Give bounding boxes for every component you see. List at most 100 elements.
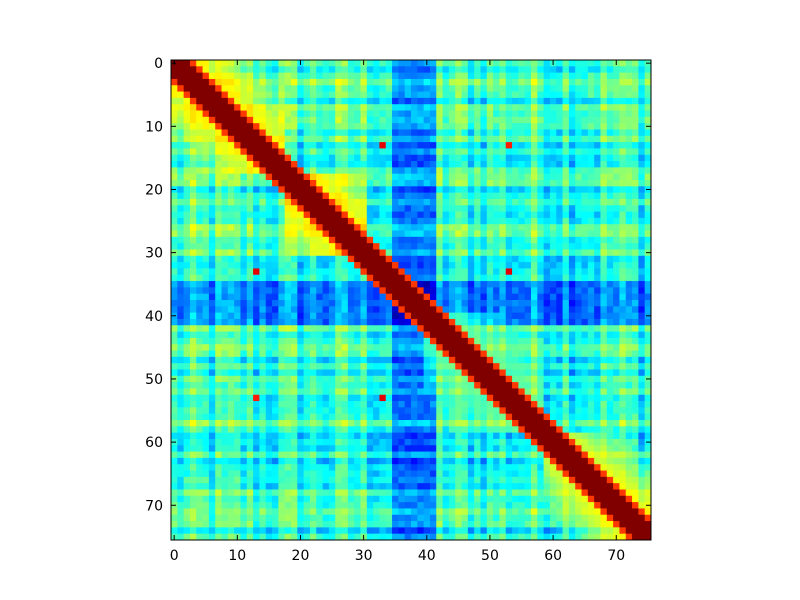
heatmap-cell bbox=[373, 274, 380, 282]
heatmap-cell bbox=[328, 369, 336, 377]
heatmap-cell bbox=[562, 116, 570, 124]
heatmap-cell bbox=[316, 167, 323, 175]
heatmap-cell bbox=[366, 135, 374, 143]
heatmap-cell bbox=[259, 318, 267, 326]
heatmap-cell bbox=[638, 464, 646, 471]
heatmap-cell bbox=[632, 148, 639, 156]
heatmap-cell bbox=[474, 72, 481, 80]
heatmap-cell bbox=[227, 148, 235, 156]
heatmap-cell bbox=[341, 110, 349, 118]
heatmap-cell bbox=[189, 110, 197, 118]
heatmap-cell bbox=[360, 401, 368, 408]
heatmap-cell bbox=[183, 192, 191, 200]
heatmap-cell bbox=[379, 382, 387, 389]
heatmap-cell bbox=[429, 104, 437, 111]
heatmap-cell bbox=[587, 249, 595, 257]
heatmap-cell bbox=[183, 135, 191, 143]
heatmap-cell bbox=[240, 230, 248, 238]
heatmap-cell bbox=[240, 413, 248, 421]
heatmap-cell bbox=[474, 274, 481, 282]
heatmap-cell bbox=[227, 135, 235, 143]
heatmap-cell bbox=[524, 230, 532, 238]
heatmap-cell bbox=[272, 432, 279, 440]
heatmap-cell bbox=[291, 413, 298, 421]
heatmap-cell bbox=[398, 293, 406, 301]
heatmap-cell bbox=[632, 394, 639, 402]
heatmap-cell bbox=[594, 451, 601, 459]
heatmap-cell bbox=[309, 236, 317, 244]
heatmap-cell bbox=[385, 78, 393, 86]
heatmap-cell bbox=[171, 173, 178, 181]
heatmap-cell bbox=[253, 420, 260, 427]
heatmap-cell bbox=[467, 192, 475, 200]
heatmap-cell bbox=[297, 407, 305, 415]
heatmap-cell bbox=[297, 274, 305, 282]
heatmap-cell bbox=[347, 66, 355, 74]
heatmap-cell bbox=[625, 255, 633, 263]
heatmap-cell bbox=[619, 104, 627, 111]
heatmap-cell bbox=[322, 457, 330, 465]
heatmap-cell bbox=[284, 344, 292, 351]
heatmap-cell bbox=[404, 464, 412, 471]
heatmap-cell bbox=[442, 312, 450, 320]
heatmap-cell bbox=[297, 123, 305, 130]
heatmap-cell bbox=[455, 325, 462, 332]
heatmap-cell bbox=[303, 438, 311, 446]
heatmap-cell bbox=[278, 382, 286, 389]
heatmap-cell bbox=[505, 268, 513, 276]
heatmap-cell bbox=[632, 401, 639, 408]
heatmap-cell bbox=[291, 161, 298, 168]
heatmap-cell bbox=[309, 438, 317, 446]
heatmap-cell bbox=[259, 457, 267, 465]
heatmap-cell bbox=[341, 407, 349, 415]
heatmap-cell bbox=[303, 135, 311, 143]
heatmap-cell bbox=[183, 78, 191, 86]
heatmap-cell bbox=[373, 116, 380, 124]
heatmap-cell bbox=[392, 445, 399, 452]
heatmap-cell bbox=[253, 274, 260, 282]
heatmap-cell bbox=[189, 173, 197, 181]
heatmap-cell bbox=[461, 426, 469, 434]
heatmap-cell bbox=[543, 186, 551, 194]
heatmap-cell bbox=[429, 129, 437, 137]
heatmap-cell bbox=[518, 135, 526, 143]
heatmap-cell bbox=[335, 180, 342, 187]
heatmap-cell bbox=[531, 287, 538, 295]
heatmap-cell bbox=[493, 78, 500, 86]
heatmap-cell bbox=[196, 110, 203, 118]
heatmap-cell bbox=[189, 123, 197, 130]
heatmap-cell bbox=[215, 78, 222, 86]
heatmap-cell bbox=[638, 394, 646, 402]
heatmap-cell bbox=[556, 318, 563, 326]
heatmap-cell bbox=[423, 243, 431, 250]
heatmap-cell bbox=[625, 78, 633, 86]
heatmap-cell bbox=[619, 375, 627, 383]
heatmap-cell bbox=[562, 148, 570, 156]
heatmap-cell bbox=[442, 198, 450, 206]
heatmap-cell bbox=[625, 186, 633, 194]
heatmap-cell bbox=[537, 268, 545, 276]
heatmap-cell bbox=[461, 230, 469, 238]
heatmap-cell bbox=[303, 426, 311, 434]
heatmap-cell bbox=[183, 129, 191, 137]
heatmap-cell bbox=[265, 110, 273, 118]
heatmap-cell bbox=[309, 91, 317, 99]
heatmap-cell bbox=[638, 306, 646, 314]
heatmap-cell bbox=[423, 331, 431, 339]
heatmap-cell bbox=[322, 350, 330, 358]
heatmap-cell bbox=[234, 186, 241, 194]
heatmap-cell bbox=[234, 249, 241, 257]
heatmap-cell bbox=[606, 167, 614, 175]
heatmap-cell bbox=[575, 344, 582, 351]
heatmap-cell bbox=[556, 306, 563, 314]
heatmap-cell bbox=[183, 312, 191, 320]
heatmap-cell bbox=[392, 135, 399, 143]
heatmap-cell bbox=[341, 274, 349, 282]
heatmap-cell bbox=[278, 300, 286, 307]
heatmap-cell bbox=[202, 464, 210, 471]
heatmap-cell bbox=[638, 331, 646, 339]
heatmap-cell bbox=[215, 369, 222, 377]
heatmap-cell bbox=[278, 420, 286, 427]
heatmap-cell bbox=[556, 198, 563, 206]
heatmap-cell bbox=[474, 306, 481, 314]
